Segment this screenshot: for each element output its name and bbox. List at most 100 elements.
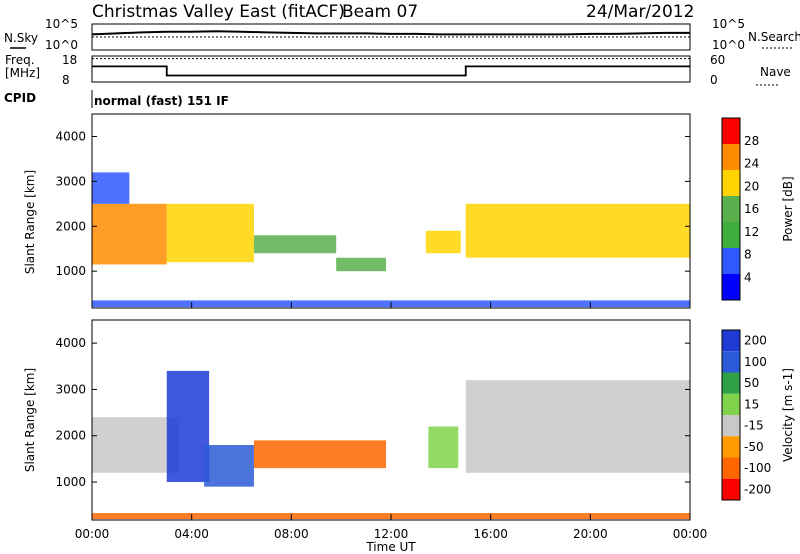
y-tick-label: 3000: [55, 382, 86, 396]
power-colorbar-block: [722, 274, 740, 300]
time-xticks: 00:00 04:00 08:00 12:00 16:00 20:00 00:00: [75, 302, 708, 541]
noise-tick-right-top: 10^5: [712, 17, 745, 31]
nsearch-label: N.Search: [748, 30, 800, 44]
velocity-colorbar-block: [722, 330, 740, 352]
frequency-panel: Freq. [MHz] 18 8 60 0 Nave: [5, 53, 791, 87]
power-colorbar-tick-label: 4: [744, 270, 752, 284]
y-tick-label: 4000: [55, 129, 86, 143]
velocity-data-cells: [92, 370, 690, 520]
velocity-colorbar-block: [722, 478, 740, 500]
power-colorbar-tick-label: 8: [744, 248, 752, 262]
nave-tick-bottom: 0: [710, 73, 718, 87]
x-tick-label: 12:00: [374, 527, 409, 541]
power-colorbar-label: Power [dB]: [781, 176, 795, 241]
freq-tick-top: 18: [62, 53, 77, 67]
scatter-region-1: [166, 370, 210, 483]
velocity-colorbar-label: Velocity [m s-1]: [781, 368, 795, 462]
frequency-panel-frame: [91, 55, 691, 83]
cpid-value: normal (fast) 151 IF: [94, 94, 229, 108]
cpid-label: CPID: [4, 91, 36, 105]
x-tick-label: 08:00: [274, 527, 309, 541]
velocity-colorbar-tick-label: 200: [744, 334, 767, 348]
power-ylabel: Slant Range [km]: [23, 170, 37, 274]
y-tick-label: 1000: [55, 475, 86, 489]
power-colorbar-tick-label: 12: [744, 225, 759, 239]
scatter-region-4: [336, 257, 387, 272]
velocity-colorbar-tick-label: 15: [744, 397, 759, 411]
power-colorbar-block: [722, 170, 740, 196]
velocity-colorbar-tick-label: -50: [744, 440, 764, 454]
velocity-colorbar-block: [722, 351, 740, 373]
time-axis-label: Time UT: [365, 540, 416, 554]
scatter-region-4: [428, 426, 459, 469]
nave-label: Nave: [760, 65, 791, 79]
velocity-colorbar-tick-label: -200: [744, 482, 771, 496]
power-colorbar-frame: [721, 117, 741, 301]
x-tick-label: 20:00: [573, 527, 608, 541]
nsky-series-line: [91, 30, 690, 36]
power-colorbar-block: [722, 196, 740, 222]
velocity-colorbar-block: [722, 436, 740, 458]
power-colorbar-tick-label: 20: [744, 179, 759, 193]
noise-tick-right-bottom: 10^0: [712, 38, 745, 52]
velocity-colorbar-tick-label: 100: [744, 355, 767, 369]
scatter-region-6: [465, 203, 690, 258]
y-tick-label: 2000: [55, 429, 86, 443]
y-tick-label: 4000: [55, 336, 86, 350]
velocity-colorbar-ticks: 200 100 50 15 -15 -50 -100 -200: [744, 334, 771, 497]
x-tick-label: 16:00: [473, 527, 508, 541]
power-panel: Slant Range [km] 1000 2000 3000 4000: [23, 113, 691, 309]
noise-tick-left-top: 10^5: [45, 17, 78, 31]
scatter-region-5: [425, 230, 461, 254]
power-colorbar-block: [722, 144, 740, 170]
beam-label: Beam 07: [342, 2, 418, 22]
velocity-ylabel: Slant Range [km]: [23, 368, 37, 472]
power-colorbar-blocks: [722, 118, 740, 300]
power-colorbar-tick-label: 28: [744, 134, 759, 148]
freq-label-line1: Freq.: [5, 53, 35, 67]
date-label: 24/Mar/2012: [586, 2, 694, 22]
scatter-region-5: [465, 380, 690, 473]
nsky-label: N.Sky: [4, 31, 38, 45]
x-tick-label: 00:00: [673, 527, 708, 541]
power-colorbar: 4 8 12 16 20 24 28 Power [dB]: [721, 117, 795, 301]
x-tick-label: 00:00: [75, 527, 110, 541]
nave-tick-top: 60: [710, 53, 725, 67]
power-colorbar-tick-label: 24: [744, 157, 759, 171]
velocity-colorbar-block: [722, 372, 740, 394]
scatter-region-0: [92, 417, 180, 473]
frequency-series-line: [92, 65, 690, 77]
power-data-cells: [92, 172, 690, 308]
power-colorbar-tick-label: 16: [744, 202, 759, 216]
noise-tick-left-bottom: 10^0: [45, 38, 78, 52]
power-colorbar-ticks: 4 8 12 16 20 24 28: [744, 134, 759, 285]
velocity-colorbar-blocks: [722, 330, 740, 500]
power-yticks: 1000 2000 3000 4000: [55, 129, 690, 278]
velocity-colorbar-block: [722, 393, 740, 415]
figure-title: Christmas Valley East (fitACF): [92, 2, 345, 22]
freq-label-line2: [MHz]: [5, 66, 40, 80]
scatter-region-2: [166, 203, 254, 263]
y-tick-label: 1000: [55, 264, 86, 278]
freq-tick-bottom: 8: [62, 73, 70, 87]
velocity-colorbar: 200 100 50 15 -15 -50 -100 -200 Velocity [m s-1…: [721, 329, 795, 501]
velocity-colorbar-block: [722, 415, 740, 437]
power-colorbar-block: [722, 248, 740, 274]
velocity-colorbar-block: [722, 457, 740, 479]
power-colorbar-block: [722, 118, 740, 144]
velocity-colorbar-tick-label: 50: [744, 376, 759, 390]
y-tick-label: 2000: [55, 219, 86, 233]
scatter-region-2: [204, 445, 254, 487]
noise-panel: N.Sky 10^5 10^0 10^5 10^0 N.Search: [4, 17, 800, 52]
scatter-region-1: [92, 172, 130, 204]
velocity-colorbar-tick-label: -15: [744, 419, 764, 433]
x-tick-label: 04:00: [174, 527, 209, 541]
power-colorbar-block: [722, 222, 740, 248]
scatter-region-3: [253, 235, 337, 254]
scatter-region-0: [92, 203, 167, 265]
y-tick-label: 3000: [55, 174, 86, 188]
velocity-colorbar-frame: [721, 329, 741, 501]
velocity-yticks: 1000 2000 3000 4000: [55, 336, 690, 489]
